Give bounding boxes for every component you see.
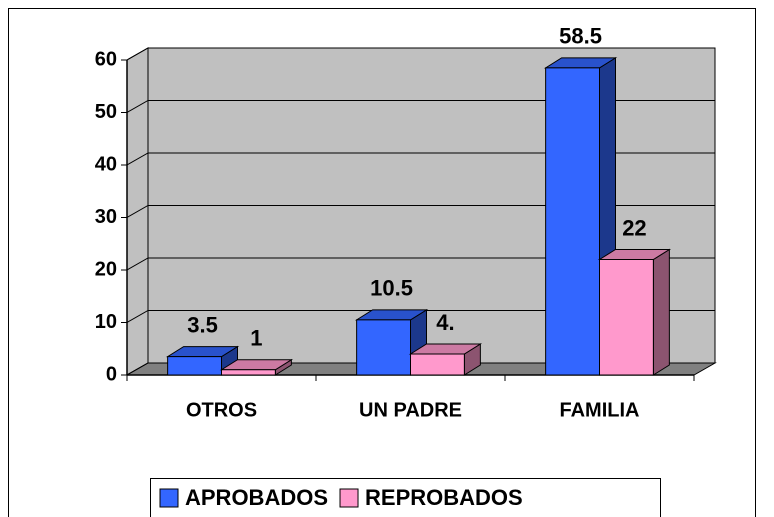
y-tick-label: 10: [95, 311, 117, 333]
bar-side: [652, 248, 670, 376]
grid-line: [126, 362, 715, 376]
grid-line: [126, 205, 715, 218]
data-label: 10.5: [370, 276, 413, 301]
x-tick-label: OTROS: [186, 399, 257, 421]
grid-line: [126, 100, 715, 113]
data-label: 1: [250, 326, 262, 351]
grid-line: [126, 47, 715, 61]
legend-swatch: [339, 488, 359, 508]
bar: [408, 343, 483, 376]
bar-front: [599, 259, 654, 376]
data-label: 58.5: [559, 24, 602, 49]
legend-label: APROBADOS: [185, 485, 328, 510]
y-tick-label: 60: [95, 48, 117, 70]
bar: [597, 248, 672, 376]
legend-box: [150, 478, 661, 517]
y-tick-label: 30: [95, 206, 117, 228]
data-label: 3.5: [187, 312, 218, 337]
x-tick-label: UN PADRE: [359, 399, 462, 421]
legend-label: REPROBADOS: [365, 485, 523, 510]
y-tick-label: 20: [95, 258, 117, 280]
grid-line: [126, 310, 715, 323]
grid-line: [126, 257, 715, 271]
y-tick-label: 40: [95, 153, 117, 175]
legend-swatch: [159, 488, 179, 508]
bar-front: [167, 356, 222, 376]
y-tick-label: 50: [95, 101, 117, 123]
bar-front: [356, 319, 411, 376]
bar-front: [221, 369, 276, 376]
x-tick-label: FAMILIA: [560, 399, 640, 421]
grid-line: [126, 152, 715, 166]
bar-front: [545, 67, 600, 376]
bar: [219, 358, 294, 376]
bar-front: [410, 353, 465, 376]
data-label: 4.: [436, 310, 454, 335]
data-label: 22: [622, 215, 646, 240]
y-tick-label: 0: [106, 363, 117, 385]
